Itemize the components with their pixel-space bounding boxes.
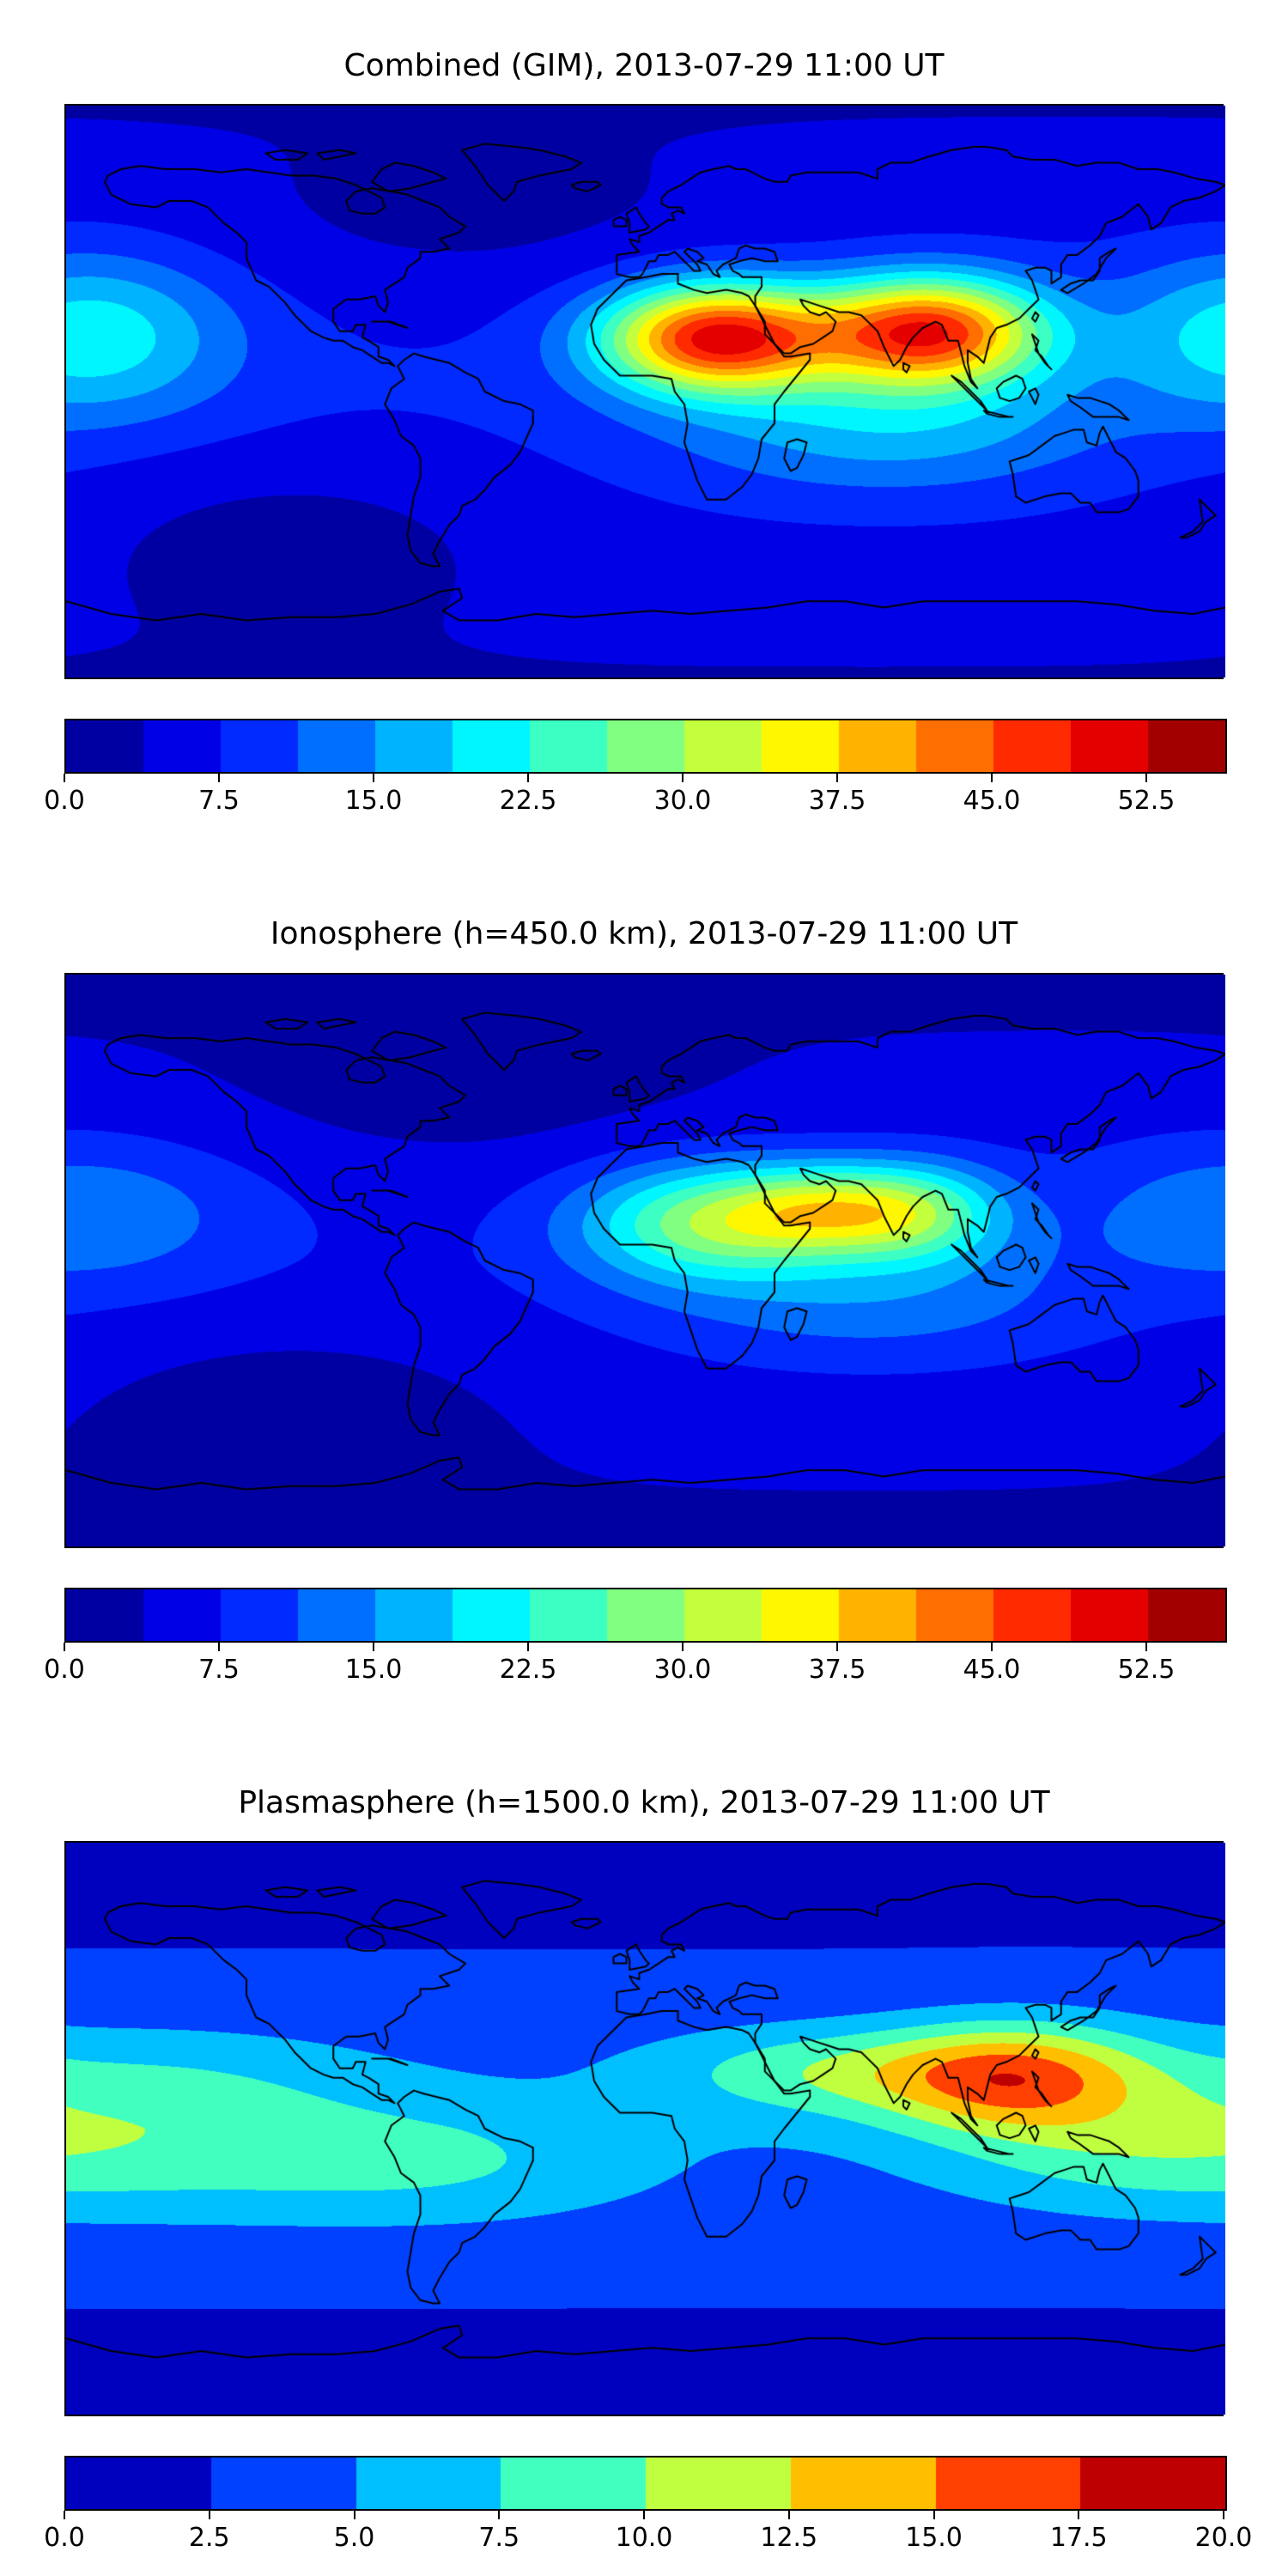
colorbar-tickmark	[208, 2511, 210, 2520]
colorbar-tickmark	[373, 1642, 374, 1651]
colorbar-tickmark	[1078, 2511, 1080, 2520]
map-ionosphere	[64, 972, 1225, 1548]
colorbar-tickmark	[787, 2511, 790, 2520]
map-canvas-combined	[66, 106, 1225, 678]
colorbar-tickmark	[218, 1642, 220, 1651]
colorbar-tickmark	[836, 1642, 838, 1651]
colorbar-tickmark	[1145, 774, 1147, 783]
colorbar-tickmark	[527, 1642, 529, 1651]
map-plasmasphere	[64, 1841, 1225, 2417]
panel-title-combined: Combined (GIM), 2013-07-29 11:00 UT	[343, 48, 945, 83]
colorbar-tick-label: 7.5	[478, 2523, 520, 2554]
figure: Combined (GIM), 2013-07-29 11:00 UT 0.0 7…	[44, 0, 1252, 2557]
colorbar-tick-label: 52.5	[1117, 1654, 1176, 1685]
colorbar-tick-label: 37.5	[808, 1654, 866, 1685]
colorbar-tickmark	[682, 774, 683, 783]
colorbar-canvas-plasmasphere	[64, 2456, 1227, 2512]
map-canvas-plasmasphere	[66, 1843, 1225, 2415]
panel-combined: Combined (GIM), 2013-07-29 11:00 UT 0.0 7…	[44, 48, 1227, 820]
colorbar-tick-label: 0.0	[44, 2523, 85, 2554]
colorbar-tick-label: 20.0	[1194, 2523, 1253, 2554]
panel-ionosphere: Ionosphere (h=450.0 km), 2013-07-29 11:0…	[44, 916, 1227, 1689]
colorbar-ionosphere: 0.0 7.5 15.0 22.5 30.0 37.5 45.0 52.5	[44, 1587, 1227, 1689]
colorbar-tick-label: 15.0	[344, 1654, 403, 1685]
colorbar-tick-label: 22.5	[499, 786, 557, 817]
colorbar-tick-label: 37.5	[808, 786, 866, 817]
colorbar-plasmasphere: 0.0 2.5 5.0 7.5 10.0 12.5 15.0 17.5 20.0	[44, 2456, 1252, 2557]
colorbar-canvas-ionosphere	[64, 1587, 1227, 1643]
panel-plasmasphere: Plasmasphere (h=1500.0 km), 2013-07-29 1…	[44, 1784, 1252, 2557]
colorbar-tick-label: 30.0	[653, 1654, 712, 1685]
colorbar-tickmark	[64, 1642, 65, 1651]
colorbar-tick-label: 2.5	[188, 2523, 230, 2554]
colorbar-tickmark	[498, 2511, 501, 2520]
colorbar-ticks-combined: 0.0 7.5 15.0 22.5 30.0 37.5 45.0 52.5	[44, 774, 1224, 820]
colorbar-tickmark	[218, 774, 220, 783]
colorbar-tickmark	[373, 774, 374, 783]
colorbar-ticks-ionosphere: 0.0 7.5 15.0 22.5 30.0 37.5 45.0 52.5	[44, 1642, 1224, 1689]
colorbar-tick-label: 45.0	[963, 786, 1021, 817]
colorbar-tickmark	[991, 774, 993, 783]
colorbar-tickmark	[1145, 1642, 1147, 1651]
colorbar-tickmark	[527, 774, 529, 783]
colorbar-tickmark	[64, 774, 65, 783]
colorbar-tick-label: 45.0	[963, 1654, 1021, 1685]
colorbar-tick-label: 0.0	[44, 786, 85, 817]
colorbar-tick-label: 22.5	[499, 1654, 557, 1685]
colorbar-tick-label: 7.5	[198, 786, 240, 817]
colorbar-tickmark	[836, 774, 838, 783]
panel-title-plasmasphere: Plasmasphere (h=1500.0 km), 2013-07-29 1…	[238, 1784, 1050, 1820]
colorbar-tick-label: 0.0	[44, 1654, 85, 1685]
colorbar-tickmark	[933, 2511, 935, 2520]
map-canvas-ionosphere	[66, 974, 1225, 1546]
colorbar-tick-label: 15.0	[905, 2523, 963, 2554]
colorbar-tick-label: 52.5	[1117, 786, 1176, 817]
colorbar-canvas-combined	[64, 719, 1227, 775]
map-combined	[64, 104, 1225, 680]
colorbar-tickmark	[353, 2511, 355, 2520]
colorbar-tickmark	[991, 1642, 993, 1651]
colorbar-combined: 0.0 7.5 15.0 22.5 30.0 37.5 45.0 52.5	[44, 719, 1227, 820]
colorbar-tickmark	[1223, 2511, 1224, 2520]
colorbar-tickmark	[643, 2511, 645, 2520]
colorbar-ticks-plasmasphere: 0.0 2.5 5.0 7.5 10.0 12.5 15.0 17.5 20.0	[44, 2511, 1252, 2557]
colorbar-tickmark	[64, 2511, 65, 2520]
colorbar-tick-label: 5.0	[333, 2523, 375, 2554]
colorbar-tick-label: 10.0	[615, 2523, 673, 2554]
colorbar-tick-label: 12.5	[760, 2523, 818, 2554]
colorbar-tick-label: 15.0	[344, 786, 403, 817]
panel-title-ionosphere: Ionosphere (h=450.0 km), 2013-07-29 11:0…	[270, 916, 1018, 952]
colorbar-tickmark	[682, 1642, 683, 1651]
colorbar-tick-label: 7.5	[198, 1654, 240, 1685]
colorbar-tick-label: 30.0	[653, 786, 712, 817]
colorbar-tick-label: 17.5	[1049, 2523, 1108, 2554]
